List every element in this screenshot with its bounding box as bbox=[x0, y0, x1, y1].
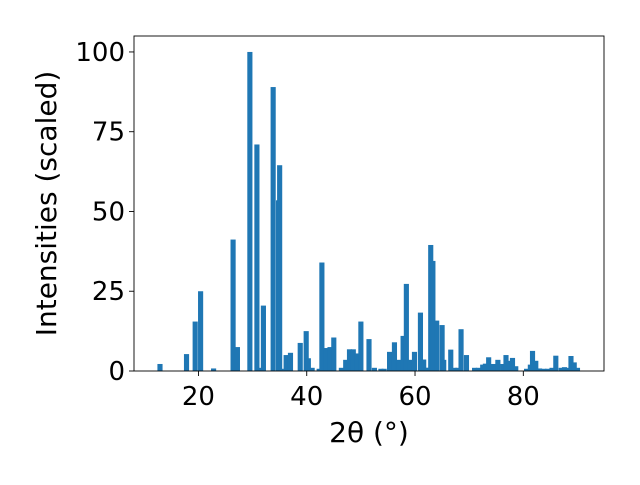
bar bbox=[558, 367, 564, 371]
bar bbox=[183, 354, 190, 371]
bar bbox=[571, 362, 577, 371]
y-axis-ticks: 0 25 50 75 100 bbox=[75, 38, 134, 387]
x-axis-label: 2θ (°) bbox=[329, 416, 409, 449]
bar bbox=[430, 260, 436, 371]
bar bbox=[533, 360, 539, 371]
bar bbox=[458, 329, 464, 371]
bar bbox=[343, 359, 349, 371]
plot-frame bbox=[133, 35, 605, 372]
bar bbox=[192, 321, 198, 371]
bar bbox=[407, 359, 413, 371]
bar bbox=[434, 320, 440, 371]
bar bbox=[424, 367, 431, 371]
bar bbox=[327, 347, 333, 371]
bar bbox=[524, 368, 530, 371]
bar bbox=[475, 367, 481, 371]
bars bbox=[157, 51, 581, 372]
bar bbox=[545, 368, 551, 371]
bar bbox=[346, 349, 353, 371]
bar bbox=[568, 356, 574, 371]
bar bbox=[503, 355, 509, 371]
y-tick-label: 100 bbox=[75, 38, 125, 68]
bar bbox=[381, 368, 387, 371]
bar bbox=[565, 367, 571, 371]
bar bbox=[500, 363, 506, 371]
bar bbox=[378, 368, 384, 371]
bar bbox=[371, 367, 377, 371]
bar bbox=[354, 353, 360, 371]
bar bbox=[400, 335, 406, 371]
x-tick-label: 60 bbox=[398, 382, 431, 412]
bar bbox=[319, 262, 325, 371]
bar bbox=[529, 350, 536, 371]
bar bbox=[254, 144, 260, 371]
x-axis-ticks: 20 40 60 80 bbox=[182, 371, 540, 412]
bar bbox=[198, 291, 204, 371]
bar bbox=[331, 337, 337, 371]
bar bbox=[495, 359, 501, 371]
bar bbox=[486, 357, 492, 371]
y-axis-label: Intensities (scaled) bbox=[30, 71, 63, 337]
bar bbox=[338, 367, 344, 371]
bar bbox=[270, 87, 276, 372]
bar bbox=[448, 349, 454, 371]
bar bbox=[480, 364, 486, 371]
bar bbox=[421, 359, 427, 371]
bar bbox=[391, 342, 398, 371]
bar bbox=[350, 349, 356, 371]
bar bbox=[358, 321, 364, 371]
x-tick-label: 40 bbox=[290, 382, 323, 412]
y-tick-label: 50 bbox=[92, 197, 125, 227]
bar bbox=[411, 351, 418, 371]
bar bbox=[463, 355, 470, 371]
y-tick-label: 25 bbox=[92, 277, 125, 307]
bar bbox=[509, 357, 516, 371]
bar bbox=[283, 355, 289, 371]
bar bbox=[157, 363, 163, 371]
bar bbox=[403, 283, 409, 371]
bar bbox=[257, 367, 263, 371]
bar bbox=[234, 347, 240, 371]
bar bbox=[513, 366, 519, 371]
bar bbox=[490, 363, 497, 371]
bar bbox=[549, 367, 555, 371]
x-tick-label: 20 bbox=[182, 382, 215, 412]
bar bbox=[278, 368, 284, 371]
bar bbox=[472, 367, 478, 371]
x-tick-label: 80 bbox=[507, 382, 540, 412]
y-tick-label: 75 bbox=[92, 118, 125, 148]
bar bbox=[455, 367, 461, 371]
bar bbox=[305, 358, 311, 371]
y-tick-label: 0 bbox=[108, 357, 125, 387]
bar bbox=[574, 367, 581, 371]
bar bbox=[309, 367, 315, 371]
bar bbox=[439, 325, 445, 371]
bar bbox=[303, 331, 309, 371]
bar bbox=[247, 51, 253, 371]
bar bbox=[287, 352, 294, 371]
bar bbox=[396, 360, 402, 371]
bar bbox=[482, 363, 488, 371]
bar bbox=[536, 368, 543, 371]
bar bbox=[417, 312, 424, 371]
bar bbox=[230, 239, 236, 371]
bar bbox=[260, 305, 266, 371]
bar bbox=[553, 355, 559, 371]
bar bbox=[316, 368, 322, 371]
bar bbox=[297, 342, 303, 371]
bar bbox=[211, 368, 217, 371]
bar bbox=[277, 165, 283, 371]
bar bbox=[541, 368, 547, 371]
bar bbox=[561, 367, 568, 371]
bar bbox=[441, 359, 447, 371]
bar bbox=[323, 348, 329, 371]
bar bbox=[366, 339, 372, 371]
bar bbox=[451, 367, 458, 371]
bar bbox=[387, 351, 393, 371]
bar bbox=[507, 360, 513, 371]
